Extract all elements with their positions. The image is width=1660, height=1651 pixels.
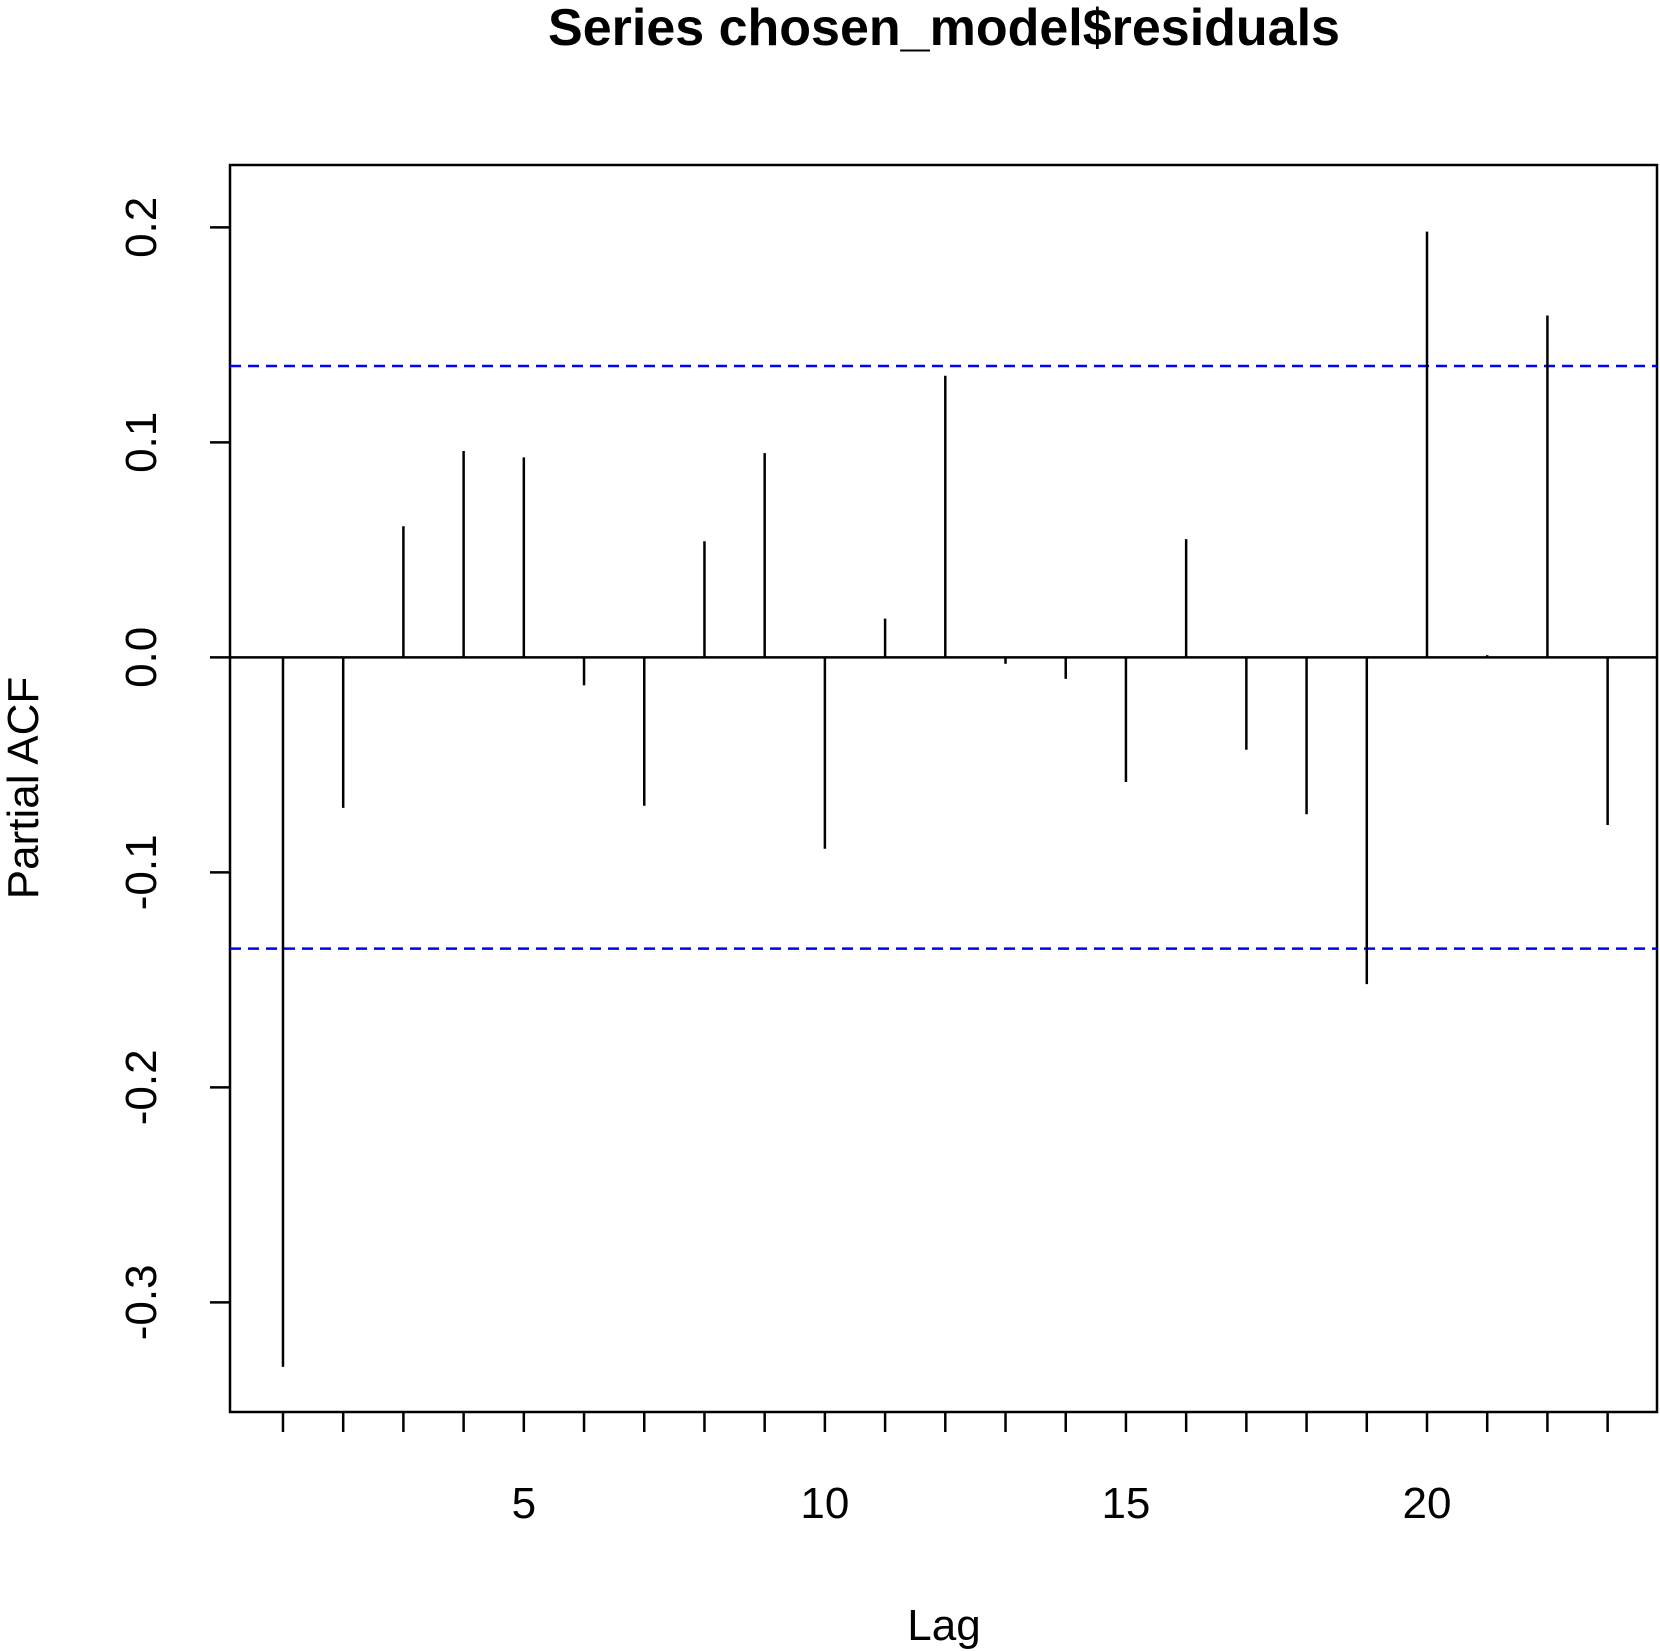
y-tick-label: -0.1 [117,834,166,910]
y-tick-label: 0.1 [117,412,166,473]
x-tick-label: 10 [800,1479,849,1528]
y-tick-label: -0.3 [117,1264,166,1340]
x-tick-label: 5 [512,1479,536,1528]
y-axis: -0.3 -0.2 -0.1 0.0 0.1 0.2 [117,197,230,1340]
chart-title: Series chosen_model$residuals [548,0,1340,57]
confidence-lines [230,364,1657,950]
y-tick-label: 0.2 [117,197,166,258]
y-tick-label: -0.2 [117,1049,166,1125]
x-tick-label: 20 [1403,1479,1452,1528]
pacf-spikes [281,231,1609,1367]
x-tick-label: 15 [1101,1479,1150,1528]
y-tick-label: 0.0 [117,627,166,688]
y-axis-label: Partial ACF [0,677,48,900]
plot-frame [228,163,1659,1414]
x-axis: 5 10 15 20 [281,1412,1609,1528]
x-axis-label: Lag [907,1601,980,1650]
